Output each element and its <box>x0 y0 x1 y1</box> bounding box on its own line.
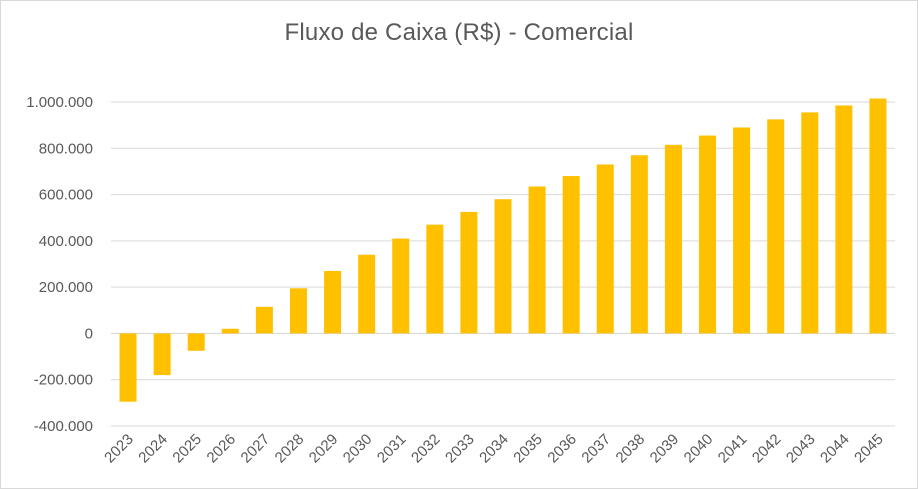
x-tick-label: 2039 <box>647 431 683 467</box>
bar-2026 <box>221 328 239 334</box>
x-tick-label: 2038 <box>613 431 649 467</box>
bar-2044 <box>835 105 853 334</box>
x-tick-label: 2041 <box>715 431 751 467</box>
x-tick-label: 2026 <box>204 431 240 467</box>
x-tick-label: 2034 <box>476 431 512 467</box>
bar-2040 <box>699 135 717 334</box>
x-tick-label: 2043 <box>783 431 819 467</box>
x-tick-label: 2036 <box>544 431 580 467</box>
bar-2032 <box>426 224 444 334</box>
x-tick-label: 2045 <box>851 431 887 467</box>
x-tick-label: 2024 <box>135 431 171 467</box>
bar-2023 <box>119 333 137 402</box>
bar-2033 <box>460 211 478 334</box>
x-axis-tick-labels: 2023202420252026202720282029203020312032… <box>101 431 887 467</box>
x-tick-label: 2040 <box>681 431 717 467</box>
bar-2041 <box>733 127 751 334</box>
bar-2038 <box>630 155 648 334</box>
chart-title: Fluxo de Caixa (R$) - Comercial <box>284 19 634 46</box>
x-tick-label: 2044 <box>817 431 853 467</box>
bar-2036 <box>562 176 580 334</box>
x-tick-label: 2035 <box>510 431 546 467</box>
x-tick-label: 2023 <box>101 431 137 467</box>
x-tick-label: 2025 <box>169 431 205 467</box>
y-tick-label: 1.000.000 <box>26 94 93 111</box>
y-tick-label: 200.000 <box>39 279 93 296</box>
bars <box>119 98 887 402</box>
y-tick-label: 800.000 <box>39 140 93 157</box>
bar-2042 <box>767 119 785 334</box>
bar-2043 <box>801 112 819 334</box>
y-axis-tick-labels: -400.000 -200.000 0 200.000 400.000 600.000 80… <box>26 94 93 435</box>
y-tick-label: 600.000 <box>39 187 93 204</box>
bar-2045 <box>869 98 887 334</box>
bar-2034 <box>494 199 512 334</box>
x-tick-label: 2033 <box>442 431 478 467</box>
x-tick-label: 2031 <box>374 431 410 467</box>
x-tick-label: 2027 <box>238 431 274 467</box>
bar-2029 <box>324 270 342 334</box>
x-tick-label: 2042 <box>749 431 785 467</box>
bar-2025 <box>187 333 205 351</box>
bar-2030 <box>358 254 376 334</box>
x-tick-label: 2030 <box>340 431 376 467</box>
bar-2028 <box>289 288 307 334</box>
bar-2035 <box>528 186 546 334</box>
bar-2037 <box>596 164 614 334</box>
x-tick-label: 2032 <box>408 431 444 467</box>
x-tick-label: 2029 <box>306 431 342 467</box>
y-tick-label: -400.000 <box>34 418 93 435</box>
y-tick-label: 0 <box>85 325 93 342</box>
x-tick-label: 2028 <box>272 431 308 467</box>
y-tick-label: 400.000 <box>39 233 93 250</box>
bar-2039 <box>664 144 682 334</box>
bar-2027 <box>255 306 273 334</box>
x-tick-label: 2037 <box>578 431 614 467</box>
bar-2031 <box>392 238 410 334</box>
y-tick-label: -200.000 <box>34 372 93 389</box>
bar-2024 <box>153 333 171 376</box>
